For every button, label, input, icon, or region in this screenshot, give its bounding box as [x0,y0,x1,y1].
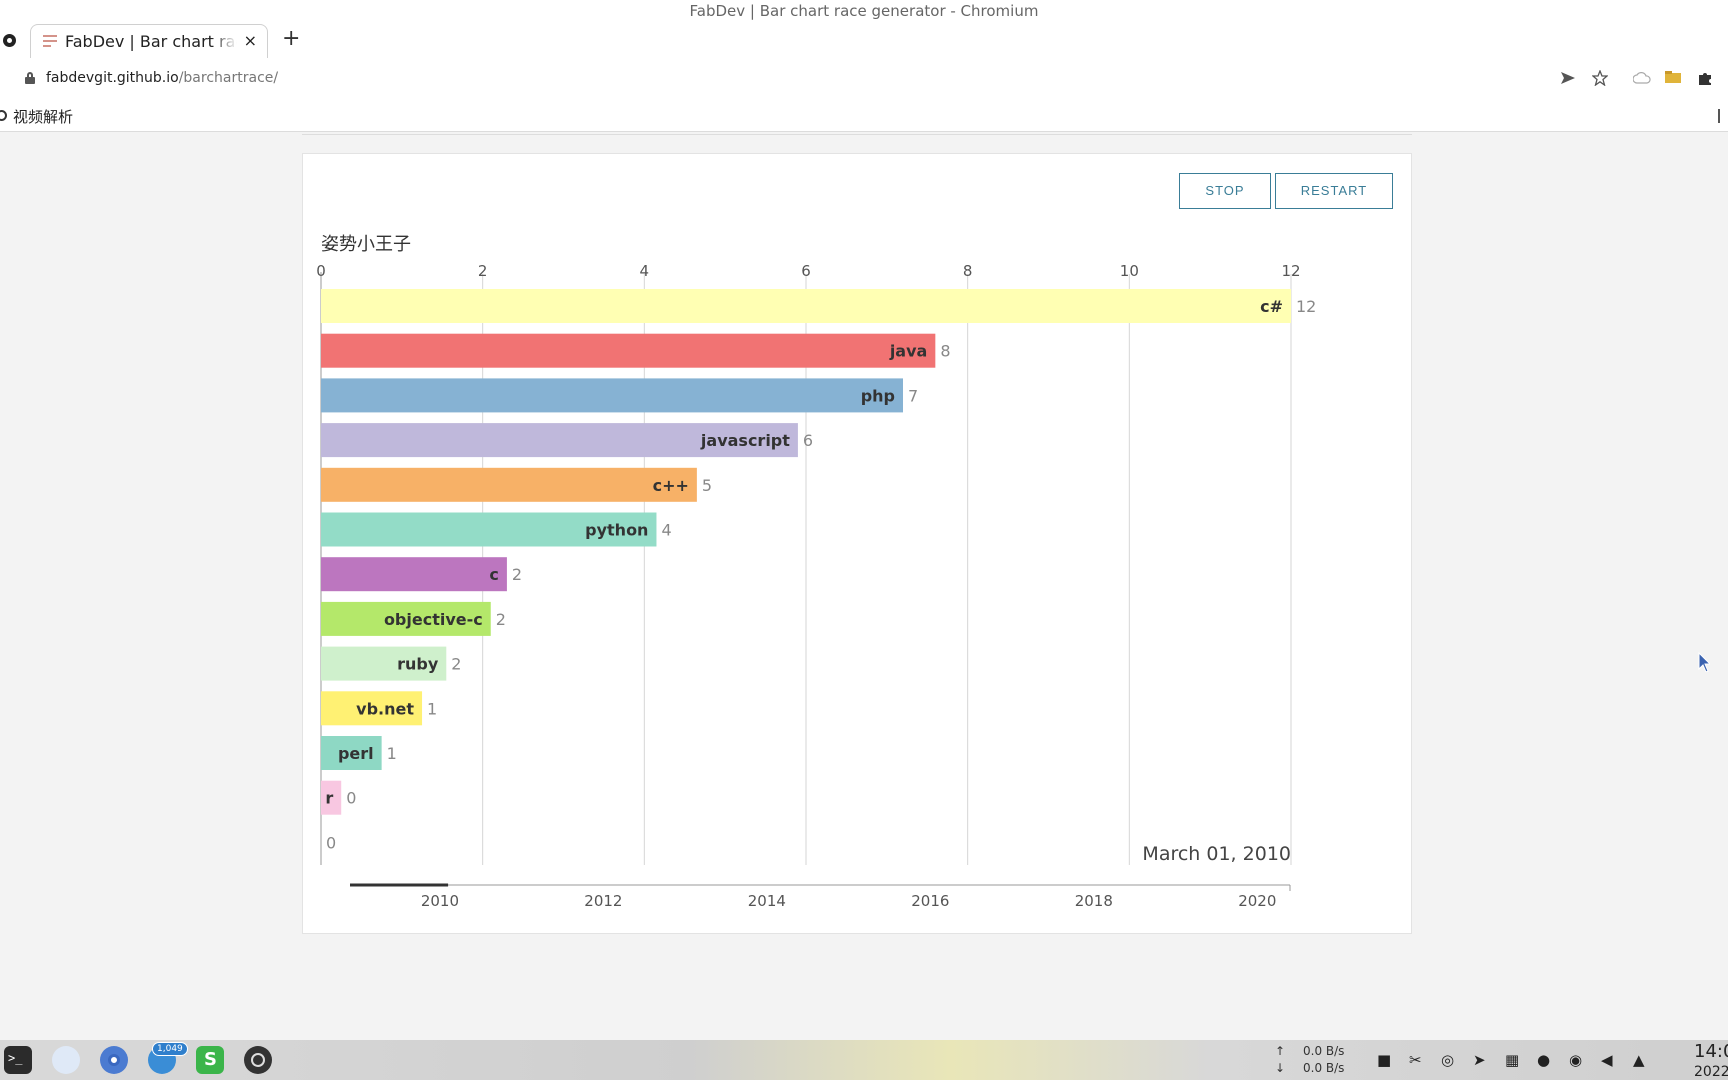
bar-value: 1 [427,699,437,718]
new-tab-button[interactable]: + [282,26,301,51]
cloud-icon[interactable] [1633,72,1651,84]
tab-title: FabDev | Bar chart race generator [65,32,237,51]
bookmarks-bar: 视频解析 [0,100,1728,132]
tab-search-icon[interactable] [3,34,16,47]
bar-label: vb.net [356,699,414,718]
restart-button[interactable]: RESTART [1275,173,1393,209]
bar-label: python [585,521,648,540]
bar-label: php [861,386,895,405]
taskbar: 1,049 ↑0.0 B/s ↓0.0 B/s ■ ✂ ◎ ➤ ▦ ● ◉ ◀ … [0,1040,1728,1080]
x-tick-label: 8 [963,262,973,280]
page-divider [302,134,1412,135]
extension-folder-icon[interactable] [1664,70,1682,84]
network-speed: ↑ 0.0 B/s ↓ 0.0 B/s [1275,1044,1345,1075]
timeline-tick-label: 2012 [584,892,622,910]
bar-value: 0 [326,833,336,852]
microphone-icon[interactable]: ● [1537,1051,1551,1069]
telegram-icon[interactable]: ➤ [1473,1051,1486,1069]
bar-value: 5 [702,476,712,495]
bar-value: 2 [496,610,506,629]
bar [321,601,491,636]
bar [321,780,342,815]
timeline-tick-label: 2020 [1238,892,1276,910]
bar-value: 2 [451,655,461,674]
chart-title: 姿势小王子 [321,234,411,255]
timeline-tick-label: 2018 [1075,892,1113,910]
bar-value: 6 [803,431,813,450]
bookmark-star-icon[interactable] [1592,70,1608,86]
send-icon[interactable] [1560,71,1576,85]
bar-label: perl [338,744,374,763]
bar [321,289,1291,323]
bar [321,512,657,547]
bar [321,736,382,770]
timeline-tick-label: 2010 [421,892,459,910]
vpn-icon[interactable]: ◎ [1441,1051,1455,1069]
date-label: March 01, 2010 [1142,843,1291,865]
tab-strip: FabDev | Bar chart race generator × + [0,22,1728,58]
bar-label: c++ [653,476,689,495]
notification-icon[interactable]: ■ [1377,1051,1392,1069]
tools-icon[interactable]: ✂ [1409,1051,1422,1069]
clock[interactable]: 14:0 2022/06/0 [1694,1041,1728,1080]
bar [321,378,903,413]
x-tick-label: 12 [1281,262,1300,280]
bar-value: 8 [940,342,950,361]
tab-active[interactable]: FabDev | Bar chart race generator × [30,24,268,58]
bar-label: javascript [700,431,790,450]
lock-icon[interactable] [25,72,35,84]
input-method-icon[interactable]: ▦ [1505,1051,1520,1069]
bar [321,333,936,368]
address-bar[interactable]: fabdevgit.github.io/barchartrace/ [0,58,1728,100]
mail-badge: 1,049 [152,1042,188,1056]
favicon-icon [43,35,57,49]
bar-value: 1 [387,744,397,763]
stop-button[interactable]: STOP [1179,173,1271,209]
bookmark-item[interactable]: 视频解析 [13,108,74,126]
terminal-icon[interactable] [4,1046,32,1074]
bar-label: c [489,565,498,584]
x-tick-label: 2 [478,262,488,280]
app-launcher-icon[interactable] [52,1046,80,1074]
bookmarks-overflow[interactable] [1718,109,1720,123]
volume-icon[interactable]: ◀ [1601,1051,1613,1069]
bar-label: java [889,342,928,361]
bar-value: 12 [1296,297,1316,316]
bar-label: c# [1260,297,1283,316]
x-tick-label: 4 [640,262,650,280]
timeline-tick-label: 2014 [748,892,786,910]
bar [321,557,507,592]
bar-label: objective-c [384,610,483,629]
bar [321,691,423,726]
bar [321,646,447,681]
x-tick-label: 6 [801,262,811,280]
bar-value: 2 [512,565,522,584]
bookmark-globe-icon [0,110,7,121]
obs-icon[interactable] [244,1046,272,1074]
x-tick-label: 10 [1120,262,1139,280]
bar-label: r [325,789,333,808]
chromium-icon[interactable] [100,1046,128,1074]
wps-icon[interactable] [196,1046,224,1074]
x-tick-label: 0 [316,262,326,280]
wifi-icon[interactable]: ◉ [1569,1051,1583,1069]
bar-value: 7 [908,386,918,405]
extensions-puzzle-icon[interactable] [1697,70,1713,86]
timeline-tick-label: 2016 [911,892,949,910]
mouse-cursor-icon [1698,652,1710,672]
window-title: FabDev | Bar chart race generator - Chro… [0,0,1728,22]
tray-expand-icon[interactable]: ▲ [1633,1051,1645,1069]
bar [321,467,697,502]
bar [321,423,798,458]
url-text[interactable]: fabdevgit.github.io/barchartrace/ [46,70,279,86]
bar-value: 0 [346,789,356,808]
tab-close-icon[interactable]: × [243,31,257,50]
bar-label: ruby [397,655,439,674]
chart-card: STOP RESTART 姿势小王子 0 2 4 6 8 10 12 c# 12 java 8 php… [302,153,1412,934]
bar-value: 4 [661,521,671,540]
